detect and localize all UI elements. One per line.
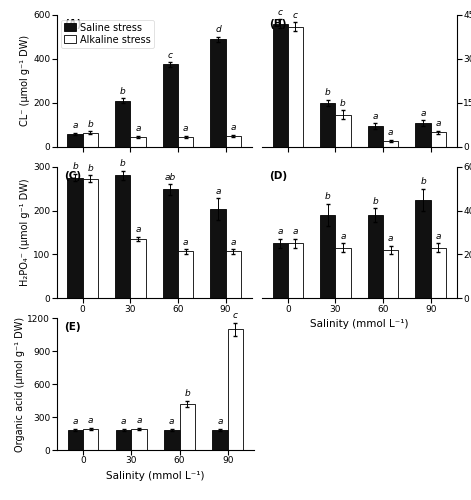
Text: b: b xyxy=(120,160,126,168)
Bar xyxy=(131,429,147,450)
Text: a: a xyxy=(135,226,141,234)
Text: a: a xyxy=(73,121,78,130)
Bar xyxy=(211,39,226,147)
Bar xyxy=(163,64,178,147)
Bar xyxy=(273,24,288,147)
Bar xyxy=(130,137,146,147)
X-axis label: Salinity (mmol L⁻¹): Salinity (mmol L⁻¹) xyxy=(310,319,408,329)
Text: c: c xyxy=(293,10,298,20)
Bar xyxy=(273,244,288,298)
Text: a: a xyxy=(169,417,175,426)
Text: (A): (A) xyxy=(65,19,82,29)
Text: a: a xyxy=(436,232,441,241)
Text: (D): (D) xyxy=(269,170,287,180)
Bar xyxy=(115,100,130,147)
Text: d: d xyxy=(215,25,221,34)
Bar xyxy=(83,179,98,298)
Bar xyxy=(415,124,430,147)
Bar xyxy=(212,430,228,450)
Y-axis label: CL⁻ (μmol g⁻¹ DW): CL⁻ (μmol g⁻¹ DW) xyxy=(20,36,30,126)
X-axis label: Salinity (mmol L⁻¹): Salinity (mmol L⁻¹) xyxy=(105,319,203,329)
Text: a: a xyxy=(215,186,221,196)
Text: a: a xyxy=(420,109,426,118)
Text: b: b xyxy=(373,196,378,205)
Text: b: b xyxy=(420,177,426,186)
Text: a: a xyxy=(436,119,441,128)
Bar xyxy=(178,252,193,298)
Text: b: b xyxy=(72,162,78,172)
Bar xyxy=(83,429,98,450)
Bar xyxy=(368,215,383,298)
Text: a: a xyxy=(230,238,236,246)
Text: c: c xyxy=(277,8,283,17)
Bar xyxy=(335,248,350,298)
Legend: Saline stress, Alkaline stress: Saline stress, Alkaline stress xyxy=(61,20,154,48)
Bar xyxy=(130,239,146,298)
Text: a: a xyxy=(217,417,223,426)
Text: a: a xyxy=(388,128,393,138)
Text: b: b xyxy=(120,87,126,96)
Text: b: b xyxy=(340,98,346,108)
Bar xyxy=(430,132,446,147)
Text: a: a xyxy=(277,228,283,236)
Bar xyxy=(67,134,83,147)
Text: (B): (B) xyxy=(269,19,287,29)
Text: a: a xyxy=(230,123,236,132)
Bar xyxy=(288,244,303,298)
Text: ab: ab xyxy=(165,172,176,182)
Bar xyxy=(415,200,430,298)
Text: b: b xyxy=(88,164,93,172)
X-axis label: Salinity (mmol L⁻¹): Salinity (mmol L⁻¹) xyxy=(106,471,205,481)
Y-axis label: Organic acid (μmol g⁻¹ DW): Organic acid (μmol g⁻¹ DW) xyxy=(15,316,24,452)
Text: b: b xyxy=(325,192,331,202)
Text: a: a xyxy=(88,416,94,426)
Text: c: c xyxy=(168,50,173,59)
Bar xyxy=(288,26,303,147)
Text: a: a xyxy=(292,228,298,236)
Bar xyxy=(383,141,398,147)
Bar xyxy=(179,404,195,450)
Bar xyxy=(320,103,335,147)
Bar xyxy=(383,250,398,298)
Bar xyxy=(226,252,241,298)
Bar xyxy=(83,132,98,147)
Bar xyxy=(368,126,383,147)
Text: b: b xyxy=(184,389,190,398)
Text: a: a xyxy=(136,416,142,426)
Text: a: a xyxy=(373,112,378,120)
Bar xyxy=(67,178,83,298)
Text: a: a xyxy=(388,234,393,243)
Bar xyxy=(211,209,226,298)
Text: (C): (C) xyxy=(65,170,81,180)
Text: a: a xyxy=(340,232,346,241)
Bar xyxy=(178,137,193,147)
Bar xyxy=(115,176,130,298)
Bar xyxy=(228,329,243,450)
Text: a: a xyxy=(73,417,78,426)
Text: c: c xyxy=(233,311,238,320)
Text: a: a xyxy=(121,417,126,426)
Bar xyxy=(320,215,335,298)
Text: b: b xyxy=(325,88,331,98)
Text: b: b xyxy=(88,120,93,129)
Bar xyxy=(226,136,241,147)
Text: (E): (E) xyxy=(65,322,81,332)
Bar xyxy=(116,430,131,450)
Bar xyxy=(430,248,446,298)
Text: a: a xyxy=(183,124,188,133)
Bar xyxy=(164,430,179,450)
Text: a: a xyxy=(183,238,188,246)
Bar xyxy=(335,114,350,147)
Bar xyxy=(163,190,178,298)
Y-axis label: H₂PO₄⁻ (μmol g⁻¹ DW): H₂PO₄⁻ (μmol g⁻¹ DW) xyxy=(20,178,30,286)
Bar xyxy=(68,430,83,450)
Text: a: a xyxy=(135,124,141,133)
